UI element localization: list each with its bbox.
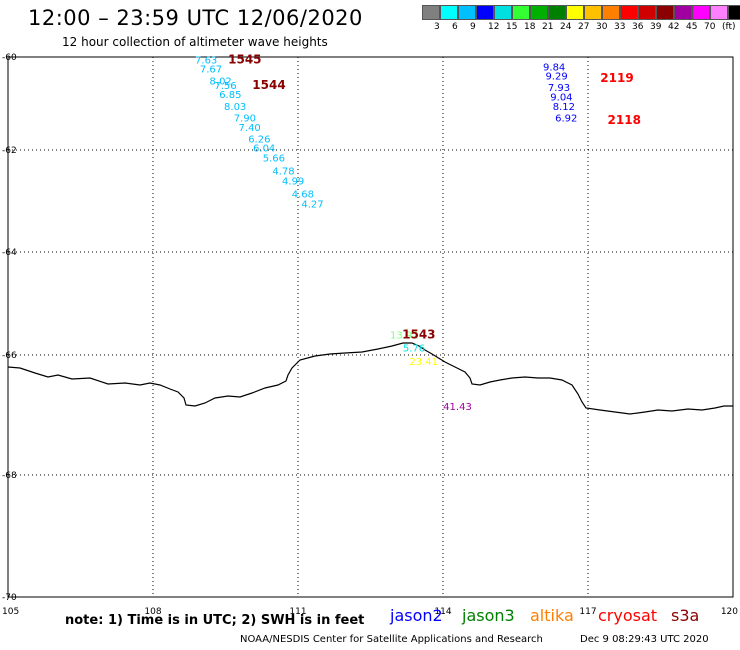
legend-swatch [656,5,674,20]
legend-label: 39 [650,22,662,32]
satellite-name-cryosat: cryosat [598,606,658,625]
legend-swatch [548,5,566,20]
satellite-name-s3a: s3a [671,606,700,625]
satellite-name-jason3: jason3 [462,606,515,625]
legend-swatch [512,5,530,20]
lat-lon-grid [7,56,734,598]
legend-swatch [440,5,458,20]
wave-height-label: 9.84 [543,62,565,73]
legend-label: 12 [488,22,500,32]
lon-label: 105 [2,607,19,617]
lat-label: -66 [2,351,17,361]
legend-swatch [458,5,476,20]
footer-credit: NOAA/NESDIS Center for Satellite Applica… [240,634,543,645]
legend-swatch [494,5,512,20]
wave-height-label: 4.78 [272,166,294,177]
lon-label: 111 [289,607,306,617]
legend-swatch [710,5,728,20]
wave-height-label: 41.43 [443,402,472,413]
wave-height-label: 7.67 [200,65,222,76]
pass-number-label: 2118 [608,113,641,127]
legend-label: 36 [632,22,644,32]
wave-height-label: 13.92 [390,330,419,341]
satellite-name-jason2: jason2 [390,606,443,625]
wave-height-label: 6.92 [555,113,577,124]
legend-swatch [602,5,620,20]
pass-number-label: 2119 [600,71,633,85]
legend-swatch [620,5,638,20]
legend-label: 9 [470,22,476,32]
wave-height-label: 4.68 [292,189,314,200]
wave-height-label: 6.04 [253,144,275,155]
wave-height-label: 23.41 [409,357,438,368]
legend-label: 18 [524,22,536,32]
legend-label: 24 [560,22,572,32]
satellite-name-altika: altika [530,606,574,625]
wave-height-label: 9.04 [550,93,572,104]
wave-height-label: 6.26 [248,134,270,145]
wave-height-label: 8.12 [553,102,575,113]
legend-swatch [728,5,740,20]
coastline [7,342,733,415]
legend-label: 33 [614,22,626,32]
map-title: 12:00 – 23:59 UTC 12/06/2020 [28,6,363,30]
legend-label: 42 [668,22,680,32]
lat-label: -68 [2,471,17,481]
legend-swatch [638,5,656,20]
lat-label: -64 [2,248,17,258]
wave-height-label: 5.76 [403,343,425,354]
wave-height-label: 4.27 [301,200,323,211]
wave-height-label: 7.63 [195,55,217,66]
wave-height-label: 5.66 [263,154,285,165]
legend-label: 45 [686,22,698,32]
lon-label: 108 [144,607,161,617]
lon-label: 120 [721,607,738,617]
legend-label: 15 [506,22,518,32]
wave-height-label: 7.90 [234,113,256,124]
wave-height-points: 7.637.678.027.566.858.037.907.406.266.04… [195,55,577,413]
wave-height-label: 9.29 [545,72,567,83]
legend-swatch [476,5,494,20]
footer-datetime: Dec 9 08:29:43 UTC 2020 [580,634,709,645]
legend-swatch [422,5,440,20]
wave-height-label: 4.99 [282,177,304,188]
lon-label: 117 [579,607,596,617]
wave-height-label: 7.56 [214,81,236,92]
pass-number-labels: 1545 1544 2119 2118 1543 [228,52,641,341]
legend-label: 3 [434,22,440,32]
legend-label: 30 [596,22,608,32]
axis-labels: -60 -62 -64 -66 -68 -70 105 108 111 114 117 120 [2,53,738,617]
lon-label: 114 [434,607,451,617]
legend-label: 27 [578,22,590,32]
map-frame [7,56,734,598]
wave-height-label: 7.40 [239,123,261,134]
map-subtitle: 12 hour collection of altimeter wave hei… [62,35,328,49]
legend-swatch [566,5,584,20]
wave-height-label: 8.02 [210,76,232,87]
legend-swatch [584,5,602,20]
pass-number-label: 1545 [228,52,261,66]
lat-label: -62 [2,146,17,156]
lat-label: -60 [2,53,17,63]
color-legend-labels: 3 6 9 12 15 18 21 24 27 30 33 36 39 42 45 70 (ft) [422,22,740,34]
legend-swatch [692,5,710,20]
legend-label: 6 [452,22,458,32]
wave-height-label: 6.85 [219,90,241,101]
legend-label: 21 [542,22,554,32]
legend-label: (ft) [722,22,736,32]
color-legend [422,5,740,20]
footer-note: note: 1) Time is in UTC; 2) SWH is in fe… [65,613,365,628]
lat-label: -70 [2,593,17,603]
wave-height-label: 8.03 [224,102,246,113]
legend-swatch [674,5,692,20]
pass-number-label: 1543 [402,327,435,341]
legend-label: 70 [704,22,716,32]
pass-number-label: 1544 [252,78,285,92]
wave-height-label: 7.93 [548,83,570,94]
legend-swatch [530,5,548,20]
